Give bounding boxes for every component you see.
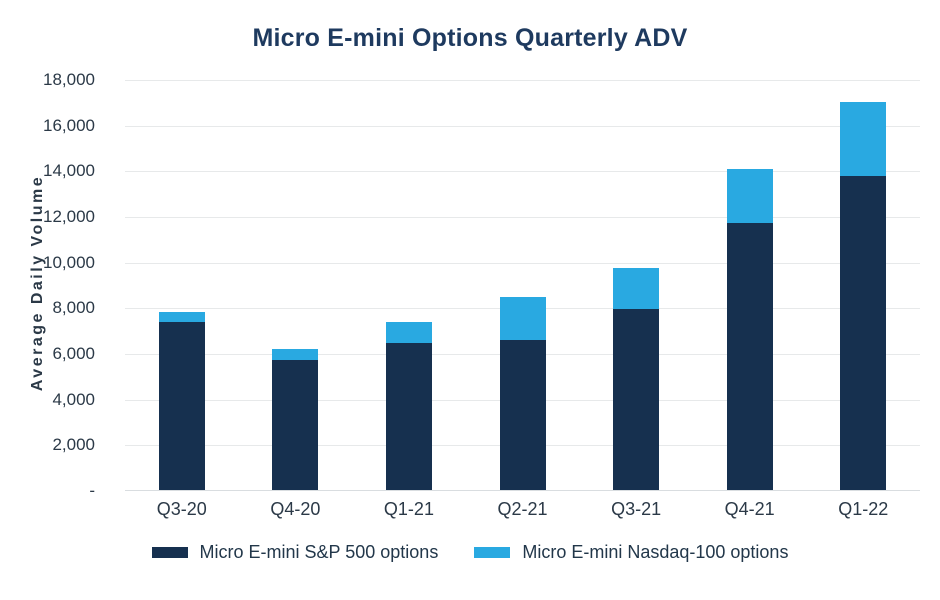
bar-stack-q1-22: [840, 101, 887, 491]
bar-stack-q1-21: [385, 322, 432, 491]
bar-segment-micro-e-mini-s-p-500-options: [726, 222, 773, 491]
gridline: [125, 80, 920, 81]
y-tick-label: 10,000: [43, 252, 95, 272]
legend-item-micro-e-mini-s-p-500-options: Micro E-mini S&P 500 options: [151, 542, 439, 563]
x-axis-line: [125, 490, 920, 491]
y-tick-label: -: [89, 481, 95, 500]
legend-item-micro-e-mini-nasdaq-100-options: Micro E-mini Nasdaq-100 options: [474, 542, 788, 563]
bar-column-q4-21: [693, 80, 807, 491]
bar-stack-q3-20: [158, 311, 205, 491]
y-tick-label: 8,000: [52, 298, 95, 318]
gridline: [125, 262, 920, 264]
bar-column-q3-21: [579, 80, 693, 491]
bar-column-q2-21: [466, 80, 580, 491]
bar-stack-q2-21: [499, 296, 546, 491]
bar-segment-micro-e-mini-s-p-500-options: [840, 175, 887, 491]
gridline: [125, 125, 920, 127]
bar-segment-micro-e-mini-s-p-500-options: [613, 309, 660, 491]
legend: Micro E-mini S&P 500 options Micro E-mini…: [0, 542, 940, 563]
chart-title: Micro E-mini Options Quarterly ADV: [252, 24, 688, 52]
bar-segment-micro-e-mini-nasdaq-100-options: [385, 322, 432, 343]
bar-segment-micro-e-mini-s-p-500-options: [272, 359, 319, 491]
bar-segment-micro-e-mini-s-p-500-options: [158, 322, 205, 491]
bars-row: [125, 80, 920, 491]
bar-column-q4-20: [239, 80, 353, 491]
bar-segment-micro-e-mini-s-p-500-options: [385, 342, 432, 491]
x-tick-label-q1-22: Q1-22: [838, 499, 889, 519]
bar-segment-micro-e-mini-nasdaq-100-options: [158, 311, 205, 323]
x-tick-label-q3-20: Q3-20: [156, 499, 207, 519]
bar-column-q1-21: [352, 80, 466, 491]
legend-swatch-icon: [151, 547, 188, 558]
x-tick-label-q4-21: Q4-21: [724, 499, 775, 519]
bar-stack-q4-20: [272, 349, 319, 491]
x-tick-label-q1-21: Q1-21: [383, 499, 434, 519]
bar-segment-micro-e-mini-nasdaq-100-options: [613, 268, 660, 310]
legend-label: Micro E-mini S&P 500 options: [199, 542, 439, 562]
bar-segment-micro-e-mini-nasdaq-100-options: [499, 296, 546, 341]
y-tick-label: 18,000: [43, 70, 95, 89]
gridline: [125, 171, 920, 173]
legend-label: Micro E-mini Nasdaq-100 options: [522, 542, 789, 562]
y-tick-label: 14,000: [43, 161, 95, 181]
bar-segment-micro-e-mini-nasdaq-100-options: [726, 169, 773, 223]
bar-column-q3-20: [125, 80, 239, 491]
y-tick-label: 4,000: [52, 389, 95, 409]
y-tick-label: 6,000: [52, 344, 95, 363]
bar-stack-q4-21: [726, 169, 773, 491]
x-tick-label-q2-21: Q2-21: [497, 499, 548, 519]
y-tick-label: 12,000: [43, 207, 95, 226]
bar-segment-micro-e-mini-nasdaq-100-options: [840, 101, 887, 176]
bar-stack-q3-21: [613, 268, 660, 491]
plot-area: - 2,000 4,000 6,000 8,000 10,000 12,000 14,000 1…: [43, 70, 920, 500]
legend-swatch-icon: [474, 547, 511, 558]
y-tick-label: 16,000: [43, 115, 95, 135]
bar-segment-micro-e-mini-nasdaq-100-options: [272, 349, 319, 360]
x-tick-label-q3-21: Q3-21: [611, 499, 662, 519]
y-tick-label: 2,000: [52, 435, 95, 455]
bar-column-q1-22: [806, 80, 920, 491]
gridline: [125, 217, 920, 218]
x-tick-labels-row: Q3-20 Q4-20 Q1-21 Q2-21 Q3-21 Q4-21 Q1-22: [125, 499, 920, 520]
x-tick-label-q4-20: Q4-20: [270, 499, 321, 519]
bar-segment-micro-e-mini-s-p-500-options: [499, 340, 546, 491]
